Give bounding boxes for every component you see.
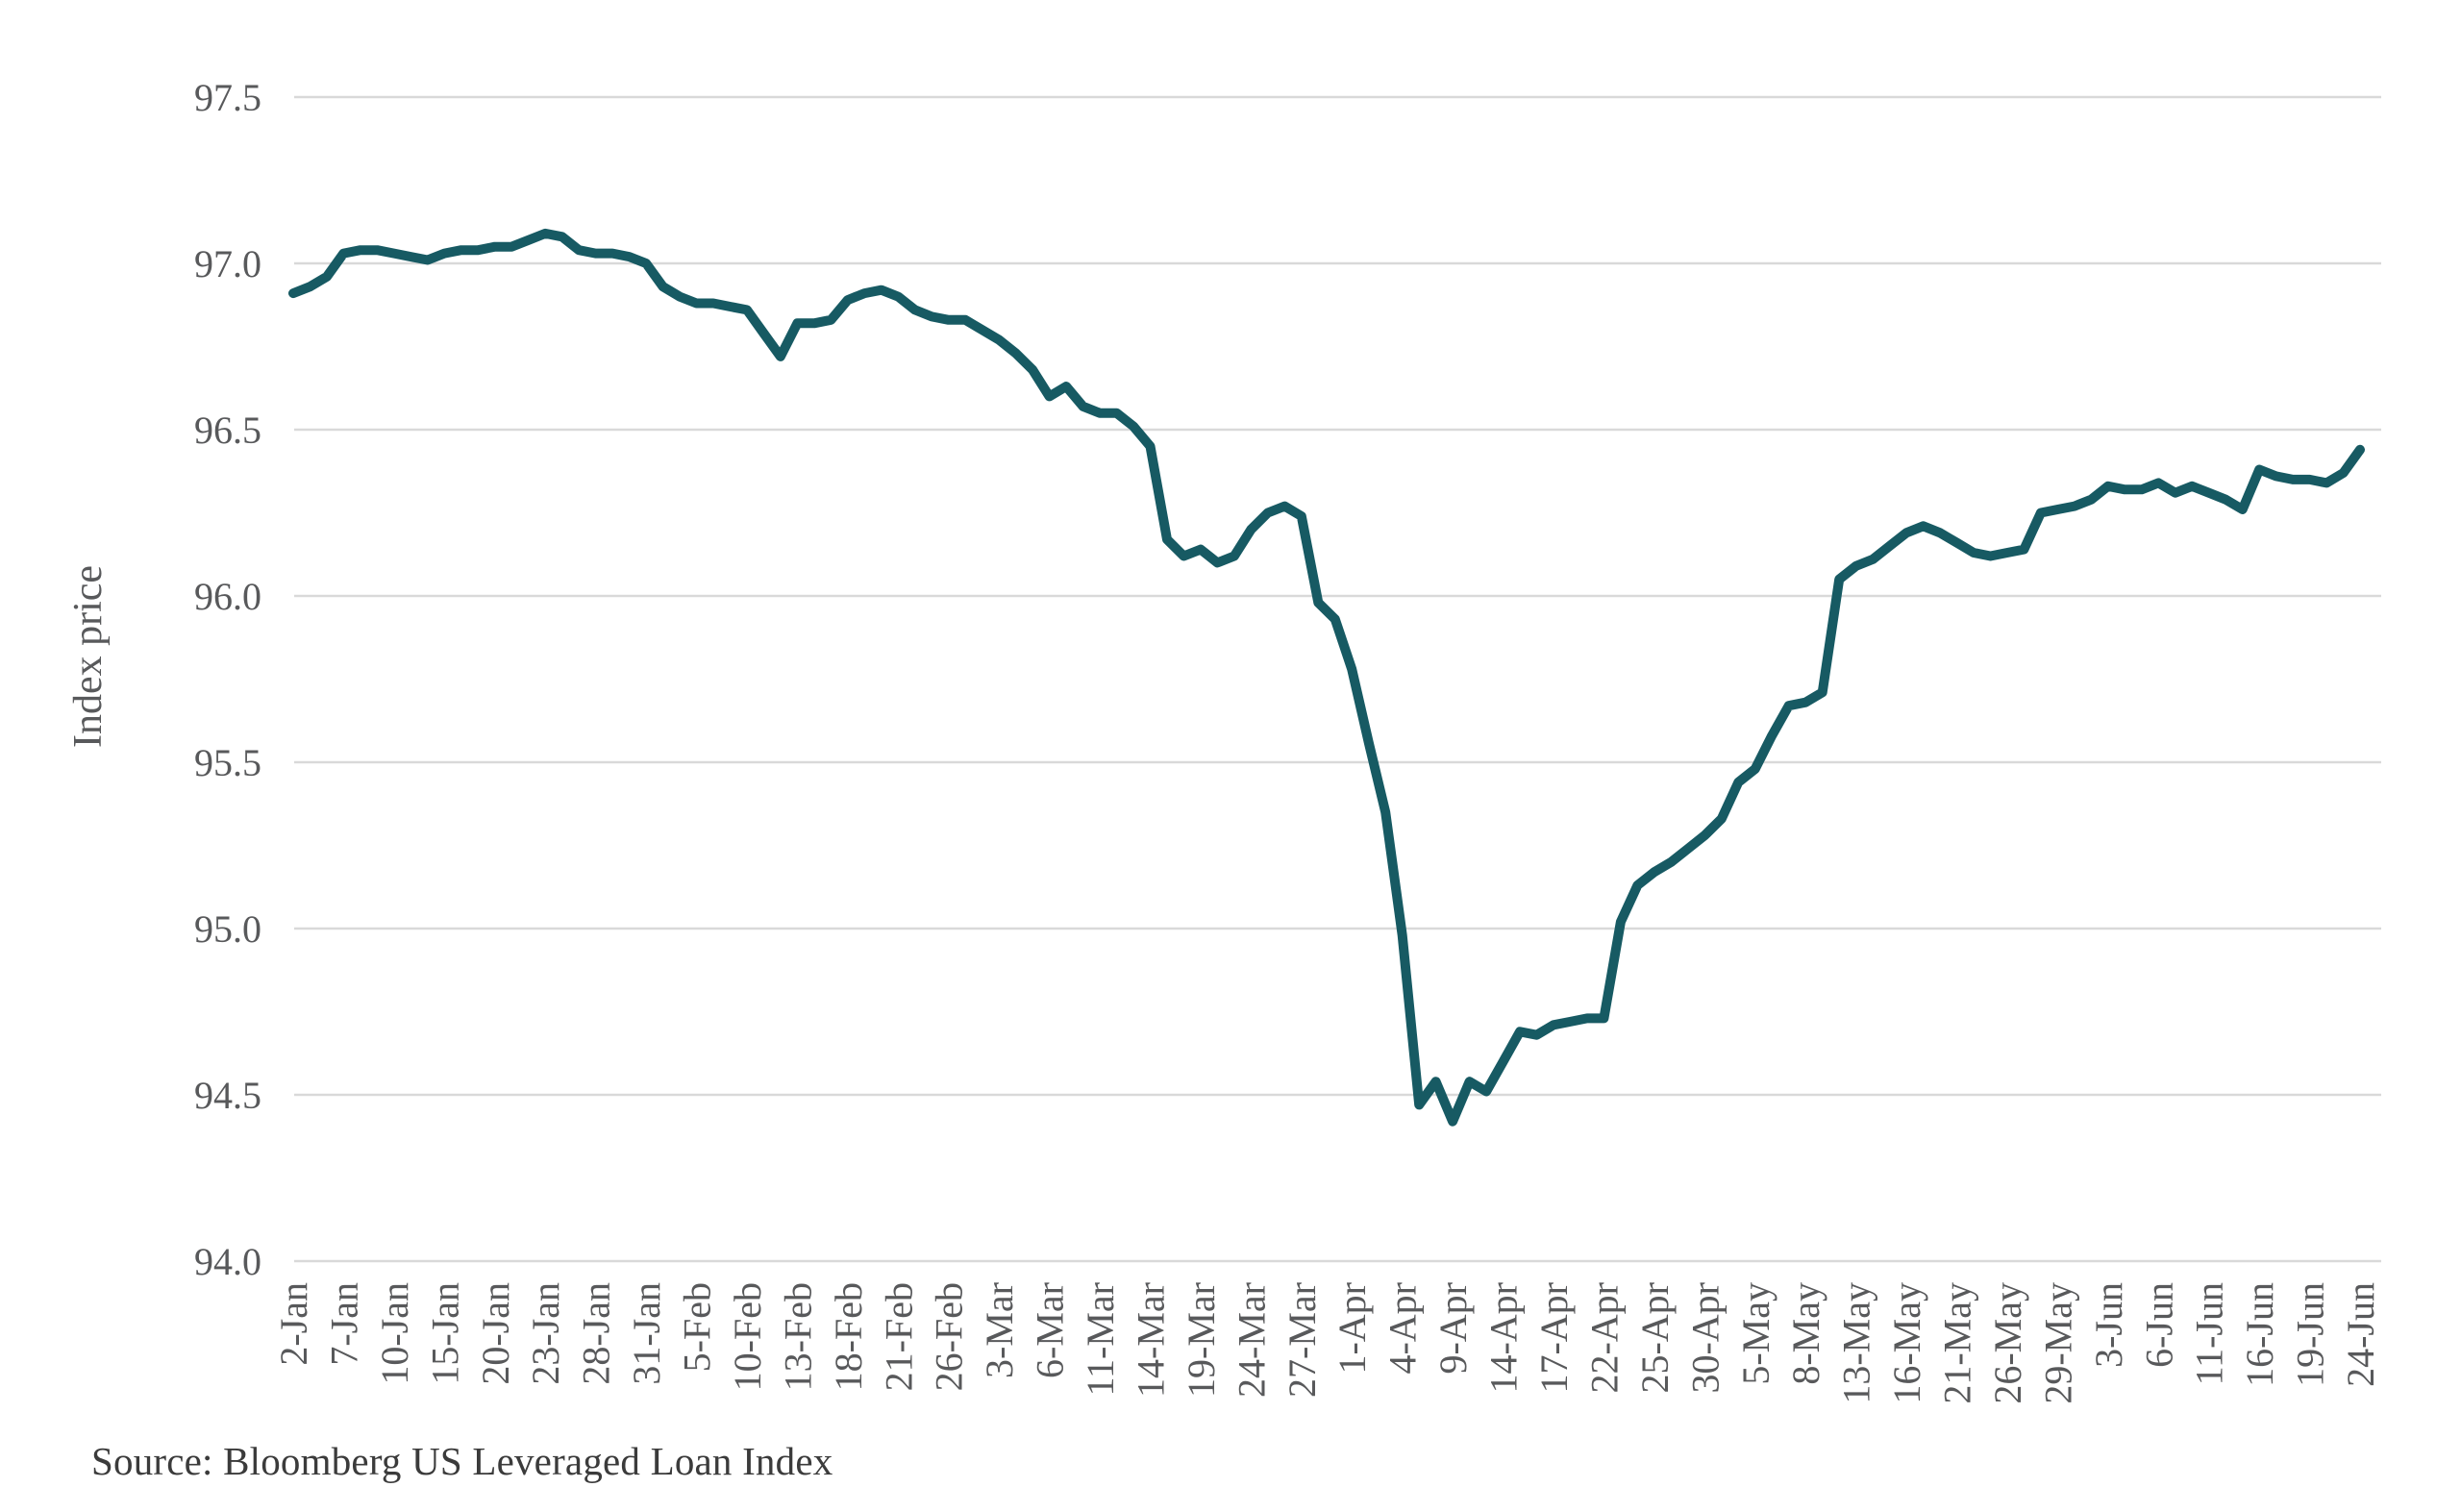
x-tick-label: 2-Jan	[272, 1282, 315, 1366]
x-tick-label: 21-May	[1936, 1282, 1979, 1404]
y-tick-label: 95.0	[194, 907, 261, 951]
x-tick-label: 1-Apr	[1330, 1282, 1374, 1375]
source-caption: Source: Bloomberg US Leveraged Loan Inde…	[91, 1439, 833, 1483]
y-tick-label: 96.5	[194, 409, 261, 452]
x-tick-label: 3-Jun	[2087, 1282, 2130, 1368]
x-tick-label: 30-Apr	[1683, 1282, 1727, 1394]
x-tick-label: 11-Mar	[1079, 1282, 1122, 1396]
x-tick-label: 6-Jun	[2137, 1282, 2180, 1368]
y-tick-label: 96.0	[194, 575, 261, 618]
x-tick-label: 5-Feb	[676, 1282, 719, 1372]
x-tick-label: 3-Mar	[978, 1282, 1021, 1378]
y-tick-label: 97.5	[194, 76, 261, 119]
x-tick-label: 4-Apr	[1381, 1282, 1425, 1375]
x-tick-label: 15-Jan	[423, 1282, 466, 1385]
price-line	[288, 228, 2365, 1127]
x-tick-label: 26-May	[1986, 1282, 2029, 1404]
x-tick-label: 20-Jan	[474, 1282, 517, 1385]
x-tick-label: 7-Jan	[322, 1282, 365, 1366]
x-tick-label: 24-Mar	[1230, 1282, 1273, 1398]
y-tick-label: 94.0	[194, 1240, 261, 1283]
x-tick-label: 14-Apr	[1482, 1282, 1526, 1394]
y-axis-title: Index price	[66, 565, 111, 748]
x-tick-label: 25-Apr	[1633, 1282, 1677, 1394]
x-tick-label: 16-Jun	[2238, 1282, 2281, 1387]
x-tick-label: 31-Jan	[625, 1282, 668, 1385]
y-tick-label: 97.0	[194, 242, 261, 285]
x-tick-label: 24-Jun	[2339, 1282, 2382, 1387]
x-tick-label: 18-Feb	[827, 1282, 870, 1391]
x-tick-label: 21-Feb	[877, 1282, 920, 1391]
x-tick-label: 11-Jun	[2188, 1282, 2231, 1385]
x-tick-label: 14-Mar	[1129, 1282, 1172, 1398]
x-tick-label: 8-May	[1784, 1282, 1827, 1385]
x-tick-label: 19-Mar	[1180, 1282, 1223, 1398]
x-tick-label: 26-Feb	[928, 1282, 971, 1391]
x-tick-label: 10-Feb	[726, 1282, 769, 1391]
x-tick-label: 16-May	[1885, 1282, 1928, 1404]
x-tick-label: 5-May	[1734, 1282, 1777, 1385]
x-tick-label: 22-Apr	[1582, 1282, 1626, 1394]
x-tick-label: 6-Mar	[1029, 1282, 1072, 1378]
x-tick-label: 23-Jan	[524, 1282, 567, 1385]
x-tick-label: 10-Jan	[373, 1282, 416, 1385]
y-tick-label: 95.5	[194, 741, 261, 784]
x-tick-label: 13-Feb	[776, 1282, 819, 1391]
x-tick-label: 27-Mar	[1280, 1282, 1324, 1398]
x-tick-label: 9-Apr	[1431, 1282, 1475, 1375]
x-tick-label: 17-Apr	[1532, 1282, 1576, 1394]
x-tick-label: 29-May	[2036, 1282, 2079, 1404]
y-tick-label: 94.5	[194, 1074, 261, 1117]
x-tick-label: 19-Jun	[2289, 1282, 2332, 1387]
x-tick-label: 28-Jan	[575, 1282, 618, 1385]
x-tick-label: 13-May	[1835, 1282, 1878, 1404]
